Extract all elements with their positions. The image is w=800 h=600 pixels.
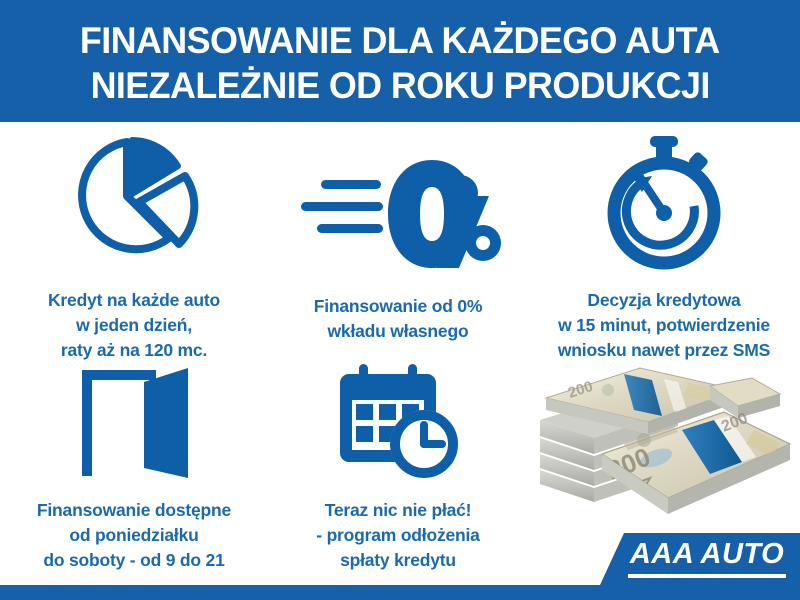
feature-zero-percent-caption: Finansowanie od 0% wkładu własnego xyxy=(313,296,483,341)
stopwatch-icon xyxy=(607,136,721,270)
feature-open-hours: Finansowanie dostępne od poniedziałku do… xyxy=(0,354,268,573)
aaa-auto-logo[interactable]: AAA AUTO xyxy=(600,533,800,585)
pie-chart-icon-wrap xyxy=(65,132,203,272)
zero-percent-icon-wrap xyxy=(293,132,503,272)
banknote-stacks-svg: 200 200 xyxy=(540,367,792,514)
svg-text:200: 200 xyxy=(566,378,595,402)
feature-credit: Kredyt na każde auto w jeden dzień, raty… xyxy=(0,132,268,363)
feature-zero-percent: Finansowanie od 0% wkładu własnego xyxy=(268,132,528,344)
feature-grid: Kredyt na każde auto w jeden dzień, raty… xyxy=(0,122,800,585)
open-door-icon-wrap xyxy=(70,354,198,482)
feature-credit-caption: Kredyt na każde auto w jeden dzień, raty… xyxy=(47,290,221,360)
bottom-accent-band xyxy=(0,585,800,600)
feature-deferred-payment: Teraz nic nie płać! - program odłożenia … xyxy=(268,354,528,573)
zero-percent-icon xyxy=(301,160,501,268)
calendar-clock-icon xyxy=(340,364,458,478)
stopwatch-icon-wrap xyxy=(598,132,730,272)
feature-deferred-payment-caption: Teraz nic nie płać! - program odłożenia … xyxy=(316,500,480,570)
feature-decision: Decyzja kredytowa w 15 minut, potwierdze… xyxy=(528,132,800,363)
feature-open-hours-caption: Finansowanie dostępne od poniedziałku do… xyxy=(36,500,232,570)
banknote-stacks-photo: 200 200 xyxy=(528,358,800,530)
header-band: FINANSOWANIE DLA KAŻDEGO AUTA NIEZALEŻNI… xyxy=(0,0,800,122)
pie-chart-icon xyxy=(78,137,199,254)
aaa-auto-logo-text: AAA AUTO xyxy=(627,538,787,578)
feature-decision-caption: Decyzja kredytowa w 15 minut, potwierdze… xyxy=(557,290,771,360)
open-door-icon xyxy=(82,368,188,478)
headline-line-2: NIEZALEŻNIE OD ROKU PRODUKCJI xyxy=(90,65,710,106)
headline-line-1: FINANSOWANIE DLA KAŻDEGO AUTA xyxy=(80,20,720,61)
calendar-clock-icon-wrap xyxy=(332,354,464,482)
